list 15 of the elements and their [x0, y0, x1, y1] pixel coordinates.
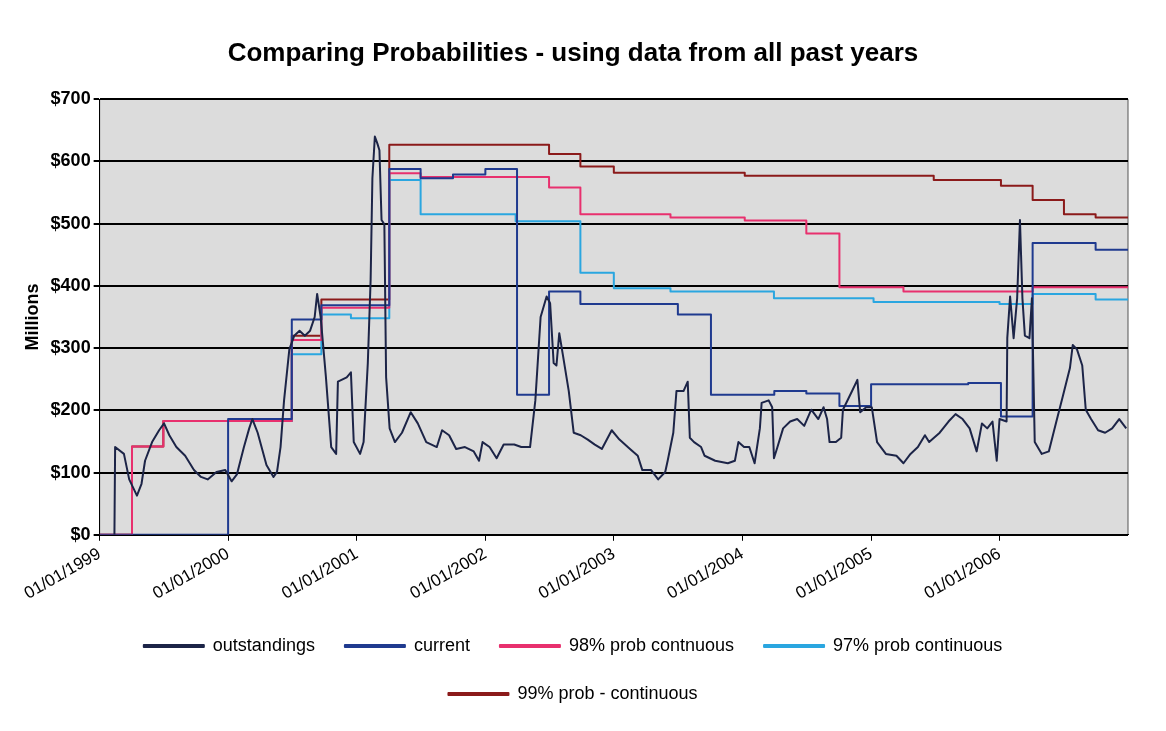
y-tick-label: $0	[70, 523, 91, 544]
legend-label: outstandings	[212, 634, 315, 655]
y-tick-label: $500	[50, 212, 91, 233]
chart-title: Comparing Probabilities - using data from all past years	[227, 36, 919, 67]
y-tick-label: $100	[50, 461, 91, 482]
y-tick-label: $400	[50, 274, 91, 295]
legend-label: 98% prob contnuous	[568, 634, 735, 655]
legend-label: 99% prob - continuous	[517, 682, 698, 703]
y-tick-label: $200	[50, 399, 91, 420]
y-tick-label: $600	[50, 150, 91, 171]
legend-label: current	[413, 634, 470, 655]
y-axis-title: Millions	[21, 283, 42, 351]
legend-label: 97% prob continuous	[833, 634, 1003, 655]
y-tick-label: $700	[50, 88, 91, 109]
y-tick-label: $300	[50, 337, 91, 358]
